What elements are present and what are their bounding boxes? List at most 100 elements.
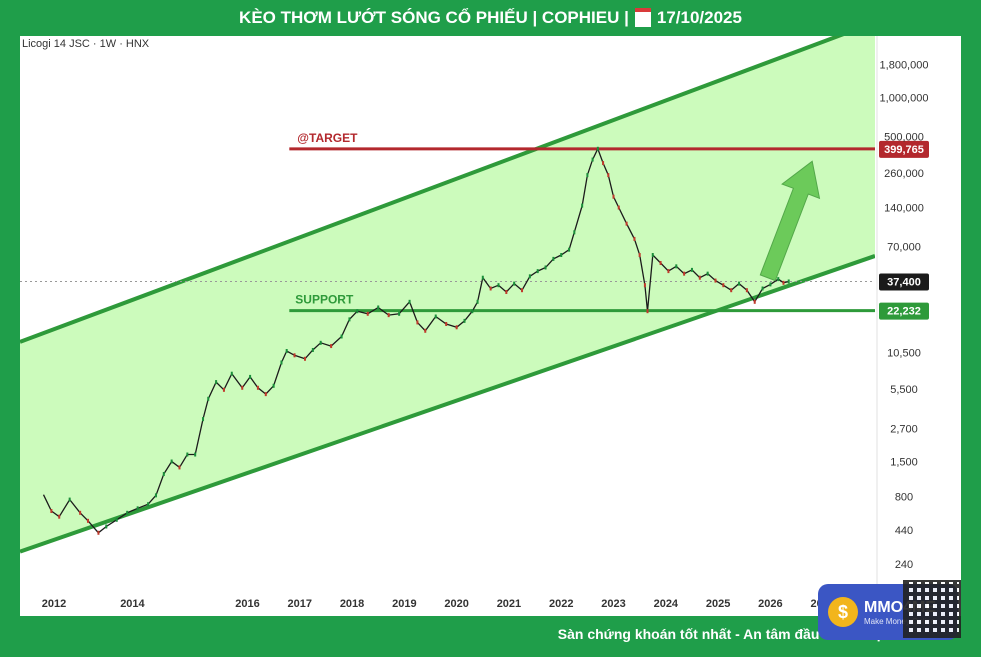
price-candle <box>222 387 225 392</box>
price-candle <box>471 309 474 314</box>
price-candle <box>398 311 401 316</box>
price-candle <box>215 380 218 385</box>
price-candle <box>186 452 189 457</box>
price-candle <box>481 275 484 280</box>
price-candle <box>573 230 576 235</box>
price-candle <box>408 299 411 304</box>
channel-upper-line <box>20 36 845 344</box>
x-tick-label: 2023 <box>601 598 625 610</box>
badge-tagline: Make Money Online <box>864 616 936 626</box>
price-candle <box>698 275 701 280</box>
price-candle <box>424 328 427 333</box>
y-tick-label: 260,000 <box>884 168 924 180</box>
y-tick-label: 70,000 <box>887 241 921 253</box>
y-tick-label: 37,400 <box>887 276 921 288</box>
price-candle <box>646 309 649 314</box>
price-candle <box>596 146 599 151</box>
price-candle <box>162 472 165 477</box>
price-candle <box>714 278 717 283</box>
price-candle <box>79 510 82 515</box>
footer-bar: Sàn chứng khoán tốt nhất - An tâm đầu tư… <box>0 616 981 657</box>
calendar-icon <box>634 7 651 27</box>
price-candle <box>194 452 197 457</box>
price-candle <box>476 299 479 304</box>
channel-lower-line <box>20 254 875 554</box>
target-label: @TARGET <box>297 131 358 145</box>
price-candle <box>643 283 646 288</box>
price-candle <box>126 510 129 515</box>
x-tick-label: 2021 <box>497 598 521 610</box>
price-candle <box>304 356 306 361</box>
price-candle <box>445 321 448 326</box>
price-candle <box>58 514 61 519</box>
price-candle <box>105 524 108 529</box>
y-tick-label: 22,232 <box>887 306 921 318</box>
price-candle <box>738 281 741 286</box>
price-candle <box>264 392 267 397</box>
price-candle <box>612 194 615 199</box>
price-candle <box>581 203 584 208</box>
price-candle <box>86 518 89 523</box>
price-candle <box>536 269 539 274</box>
price-candle <box>178 465 181 470</box>
price-candle <box>387 313 390 318</box>
y-tick-label: 440 <box>895 525 913 537</box>
y-price-badge <box>879 302 929 320</box>
price-candle <box>366 311 369 316</box>
chart-panel[interactable]: Licogi 14 JSC · 1W · HNX @TARGETSUPPORT1… <box>20 36 961 616</box>
y-tick-label: 10,500 <box>887 348 921 360</box>
x-tick-label: 2020 <box>444 598 468 610</box>
price-candle <box>521 288 524 293</box>
footer-slogan: Sàn chứng khoán tốt nhất - An tâm đầu tư… <box>557 626 891 642</box>
price-candle <box>115 517 118 522</box>
price-candle <box>505 289 508 294</box>
x-tick-label: 2014 <box>120 598 145 610</box>
dollar-coin-icon: $ <box>828 597 858 627</box>
price-candle <box>50 508 53 513</box>
price-candle <box>568 247 571 252</box>
header-title: KÈO THƠM LƯỚT SÓNG CỔ PHIẾU | COPHIEU | <box>239 8 629 27</box>
price-candle <box>602 161 605 166</box>
x-tick-label: 2022 <box>549 598 573 610</box>
price-candle <box>651 253 654 258</box>
price-candle <box>586 173 589 178</box>
x-tick-label: 2024 <box>654 598 679 610</box>
price-candle <box>753 299 756 304</box>
price-candle <box>745 288 748 293</box>
price-candle <box>202 417 205 422</box>
price-candle <box>207 396 210 401</box>
qr-code-icon[interactable] <box>903 580 961 638</box>
price-candle <box>348 317 351 322</box>
price-candle <box>416 320 419 325</box>
x-tick-label: 2017 <box>288 598 312 610</box>
x-tick-label: 2026 <box>758 598 782 610</box>
price-candle <box>489 286 492 291</box>
price-candle <box>497 283 500 288</box>
price-candle <box>528 274 531 279</box>
channel-fill <box>20 36 875 552</box>
price-candle <box>356 309 359 314</box>
price-candle <box>136 506 139 511</box>
y-tick-label: 1,500 <box>890 457 918 469</box>
price-candle <box>683 271 686 276</box>
price-chart[interactable]: @TARGETSUPPORT1302404408001,5002,7005,50… <box>20 36 961 616</box>
price-candle <box>256 385 259 390</box>
price-candle <box>617 205 620 210</box>
x-tick-label: 2025 <box>706 598 730 610</box>
symbol-line: Licogi 14 JSC · 1W · HNX <box>22 38 150 50</box>
price-candle <box>293 353 296 358</box>
x-tick-label: 2018 <box>340 598 364 610</box>
price-candle <box>591 157 594 162</box>
price-candle <box>560 253 563 258</box>
y-tick-label: 1,800,000 <box>880 60 929 72</box>
y-price-badge <box>879 273 929 291</box>
price-candle <box>787 279 790 284</box>
price-candle <box>249 374 252 379</box>
price-candle <box>625 221 628 226</box>
x-tick-label: 2012 <box>42 598 66 610</box>
plot-area: @TARGET SUPPORT <box>20 36 875 554</box>
support-label: SUPPORT <box>295 293 354 307</box>
price-candle <box>667 269 670 274</box>
price-line <box>42 147 789 534</box>
price-candle <box>761 286 764 291</box>
